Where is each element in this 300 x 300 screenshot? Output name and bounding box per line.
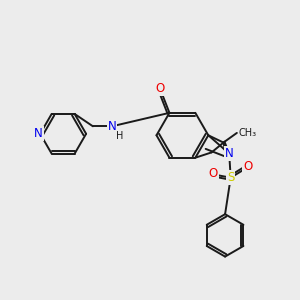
Text: CH₃: CH₃ <box>238 128 256 138</box>
Text: H: H <box>116 131 123 141</box>
Text: N: N <box>225 147 234 160</box>
Text: O: O <box>243 160 253 173</box>
Text: N: N <box>108 120 116 133</box>
Text: N: N <box>34 127 43 140</box>
Text: O: O <box>156 82 165 95</box>
Text: O: O <box>209 167 218 180</box>
Text: S: S <box>227 171 234 184</box>
